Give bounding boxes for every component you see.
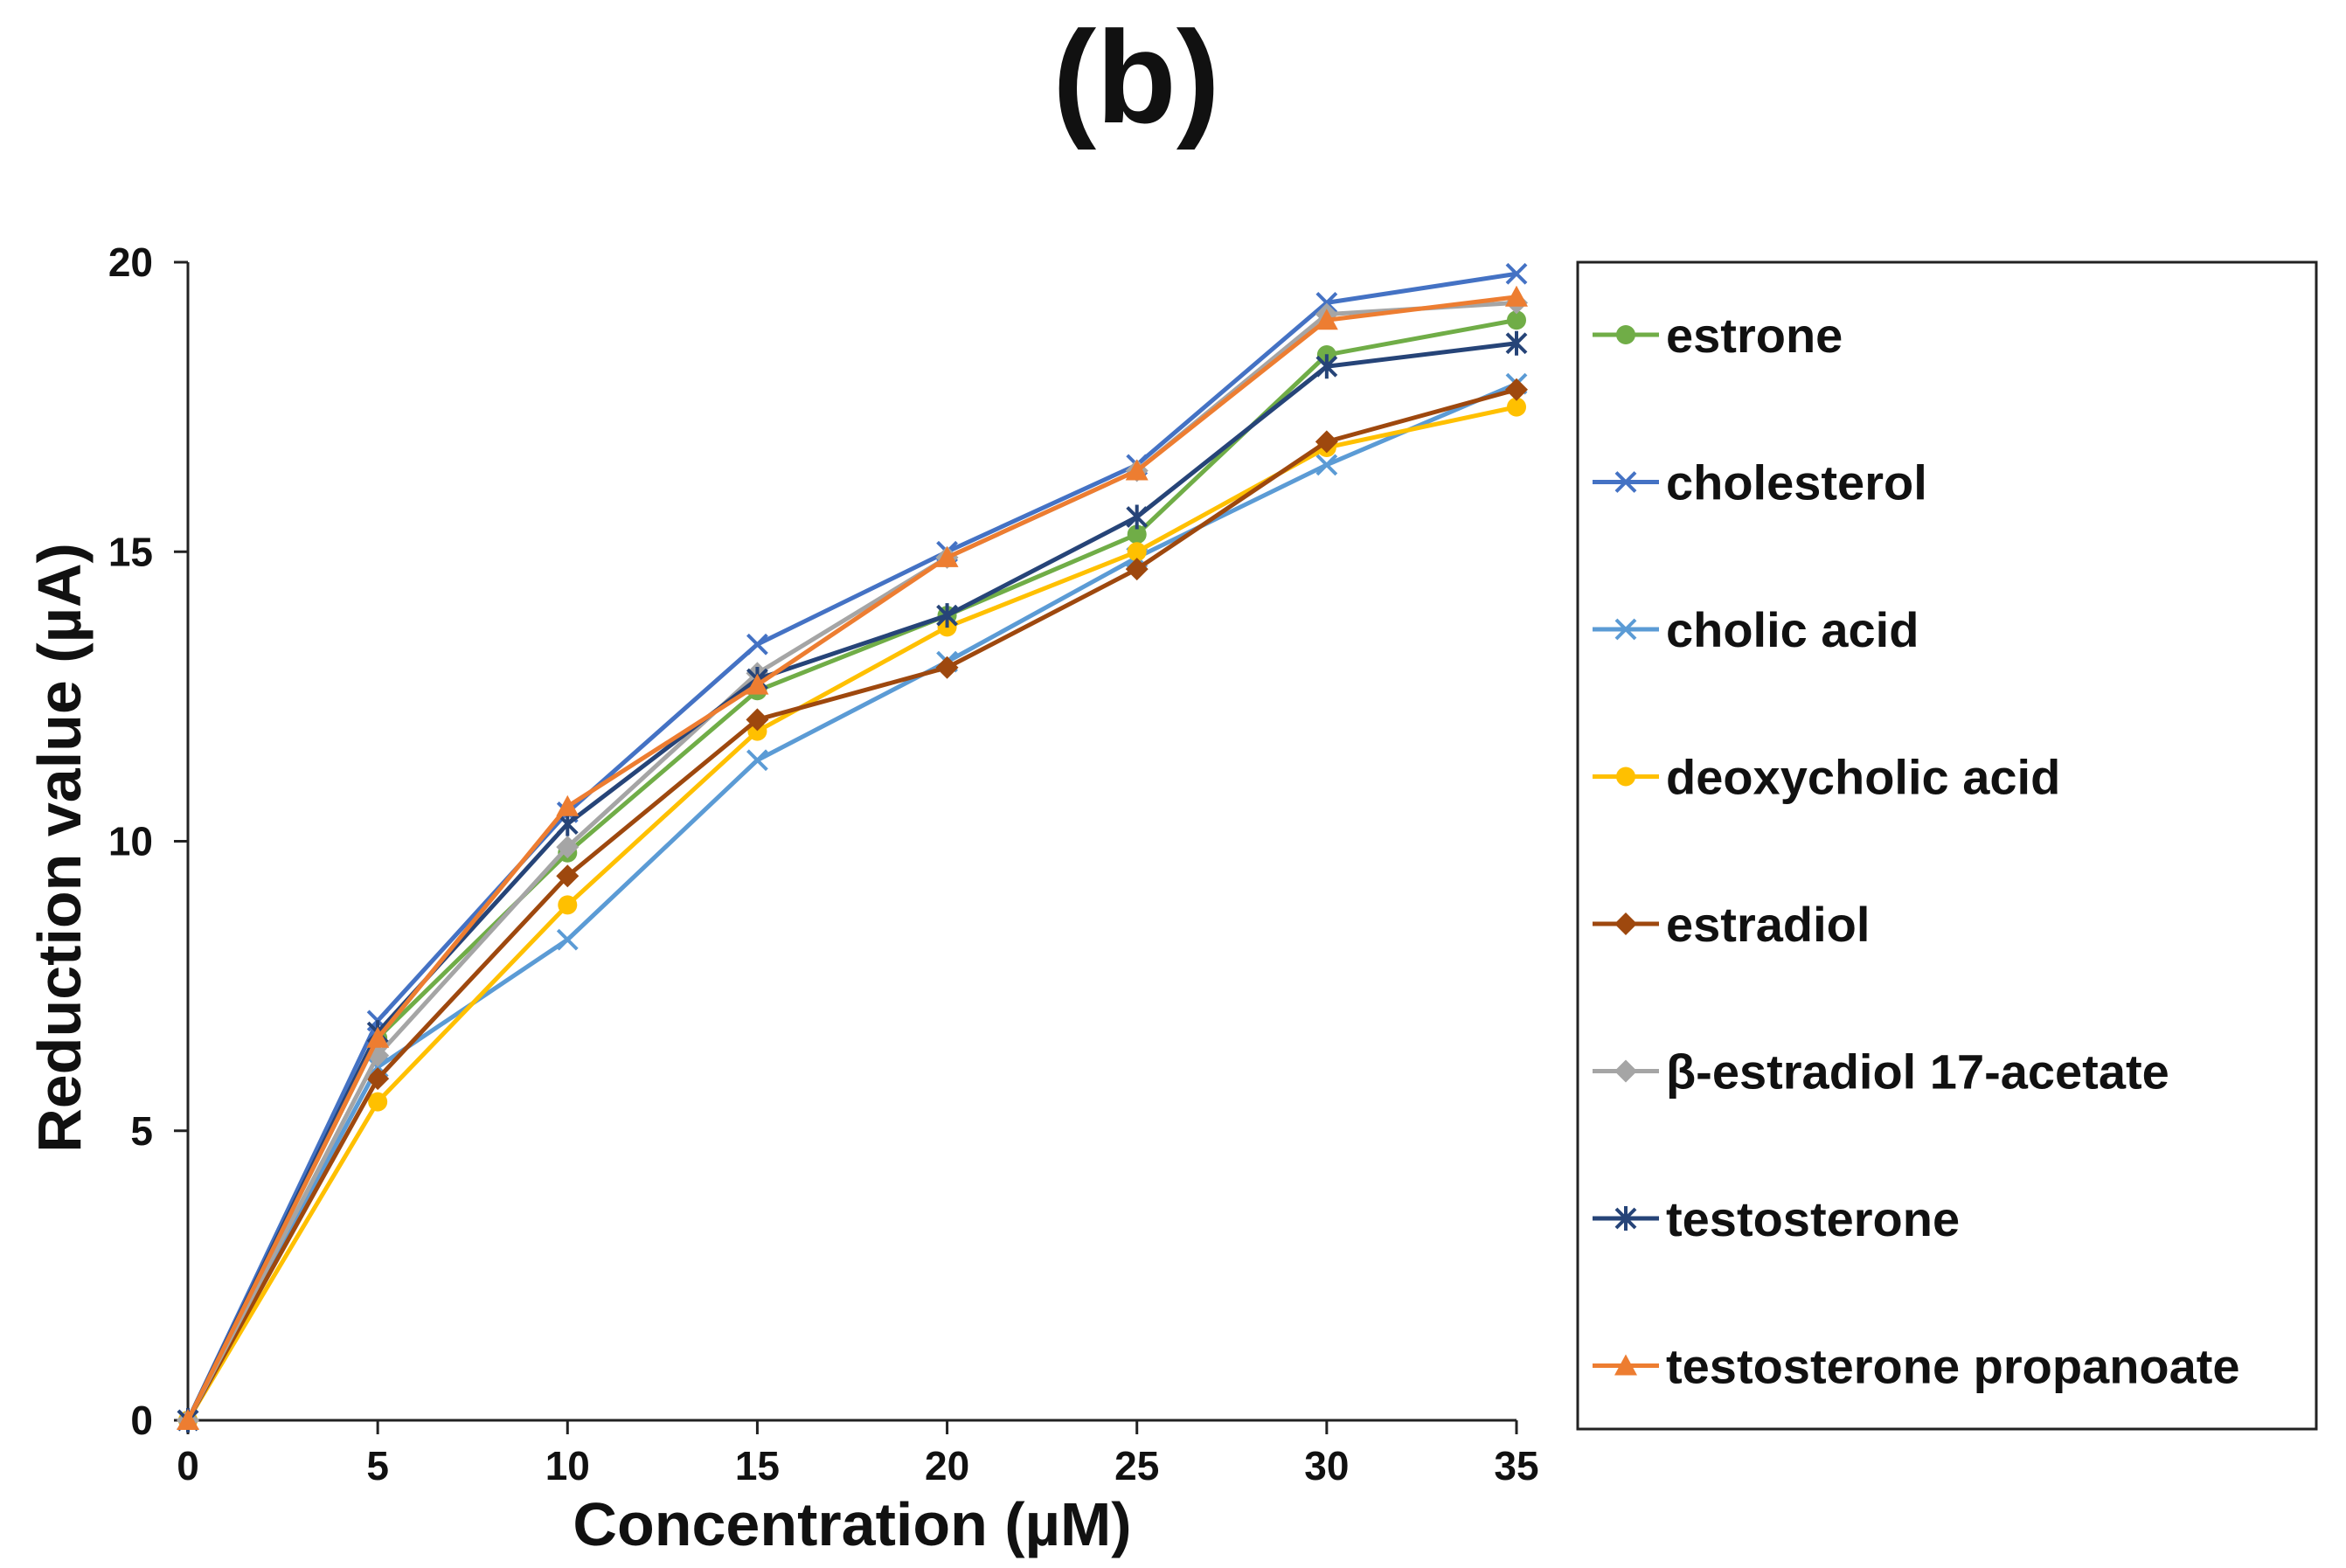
data-point-testosterone-propanoate [935, 545, 959, 567]
series-testosterone-propanoate [177, 285, 1528, 1430]
legend-item-cholesterol: cholesterol [1593, 455, 1927, 510]
legend-label-testosterone-propanoate: testosterone propanoate [1666, 1339, 2240, 1394]
chart-title: (b) [1052, 3, 1220, 150]
x-tick-label: 5 [366, 1443, 389, 1488]
data-point-estradiol [556, 864, 580, 888]
data-point-estrone [1507, 310, 1526, 330]
series-testosterone [177, 330, 1528, 1433]
data-point-estrone [1127, 524, 1147, 545]
legend-label-deoxycholic-acid: deoxycholic acid [1666, 750, 2060, 805]
legend-item-cholic-acid: cholic acid [1593, 602, 1919, 657]
legend-label-estrone: estrone [1666, 308, 1843, 363]
data-point-deoxycholic-acid [368, 1092, 388, 1112]
data-point-testosterone-propanoate [366, 1026, 390, 1048]
data-point-estradiol [366, 1067, 390, 1091]
legend-item-estradiol: estradiol [1593, 897, 1870, 952]
legend-marker-deoxycholic-acid [1616, 767, 1635, 787]
data-point-estradiol [935, 656, 959, 679]
series-estradiol [177, 378, 1528, 1432]
legend-label-estradiol: estradiol [1666, 897, 1870, 952]
y-axis-title: Reduction value (µA) [25, 543, 94, 1153]
legend-label-cholic-acid: cholic acid [1666, 602, 1919, 657]
legend-label-cholesterol: cholesterol [1666, 455, 1927, 510]
x-tick-label: 25 [1114, 1443, 1159, 1488]
data-point-testosterone [936, 603, 958, 628]
y-tick-label: 0 [130, 1398, 153, 1443]
data-point-cholic-acid [746, 749, 768, 772]
data-point-cholic-acid [556, 928, 579, 951]
y-tick-label: 15 [108, 529, 153, 574]
series-line-cholic-acid [185, 381, 1517, 1422]
data-point-estradiol [1125, 558, 1149, 581]
x-tick-label: 0 [177, 1443, 199, 1488]
data-point-testosterone [1315, 354, 1338, 379]
series-line-estrone [185, 317, 1517, 1422]
y-tick-label: 20 [108, 239, 153, 285]
x-tick-label: 30 [1304, 1443, 1349, 1488]
series-cholic-acid [177, 372, 1528, 1432]
legend-item-estrone: estrone [1593, 308, 1843, 363]
data-point-estradiol-17-acetate [556, 836, 580, 859]
legend-marker-cholic-acid [1614, 618, 1637, 641]
data-point-testosterone [1126, 504, 1149, 530]
data-point-deoxycholic-acid [558, 895, 578, 915]
legend-item-estradiol-17-acetate: β-estradiol 17-acetate [1593, 1044, 2169, 1100]
legend-box [1576, 260, 2318, 1431]
data-point-estradiol [746, 708, 769, 732]
data-point-deoxycholic-acid [1507, 397, 1526, 417]
legend-item-testosterone-propanoate: testosterone propanoate [1593, 1339, 2240, 1394]
legend-marker-testosterone-propanoate [1614, 1354, 1637, 1376]
data-point-cholesterol [746, 633, 768, 656]
series-line-deoxycholic-acid [185, 405, 1517, 1422]
y-tick-label: 5 [130, 1108, 153, 1154]
legend-label-testosterone: testosterone [1666, 1191, 1960, 1246]
series-line-testosterone-propanoate [185, 295, 1517, 1422]
data-point-testosterone-propanoate [1315, 309, 1338, 330]
legend-marker-cholesterol [1614, 471, 1637, 493]
legend-marker-estrone [1616, 325, 1635, 344]
series-line-testosterone [185, 341, 1517, 1422]
data-point-deoxycholic-acid [1127, 542, 1147, 562]
data-point-testosterone-propanoate [1125, 459, 1149, 481]
legend-marker-estradiol [1614, 912, 1637, 935]
series-line-estradiol-17-acetate [185, 300, 1517, 1422]
legend: estrone cholesterol cholic acid deoxycholic… [1576, 260, 2318, 1431]
data-point-testosterone-propanoate [1505, 285, 1528, 307]
legend-label-estradiol-17-acetate: β-estradiol 17-acetate [1666, 1044, 2169, 1100]
data-point-cholesterol [1505, 262, 1528, 285]
data-point-cholic-acid [1315, 454, 1338, 476]
data-point-estradiol [1505, 378, 1528, 401]
x-axis-title: Concentration (µM) [573, 1490, 1131, 1558]
data-point-testosterone-propanoate [556, 794, 580, 816]
data-point-testosterone-propanoate [746, 673, 769, 695]
x-tick-label: 35 [1494, 1443, 1538, 1488]
data-point-cholesterol [1315, 291, 1338, 314]
series-line-estradiol [185, 387, 1517, 1422]
series-line-cholesterol [185, 271, 1517, 1422]
series-deoxycholic-acid [178, 397, 1526, 1430]
data-point-estradiol [1315, 430, 1338, 454]
data-point-testosterone [1505, 330, 1528, 356]
x-tick-label: 10 [545, 1443, 590, 1488]
legend-item-deoxycholic-acid: deoxycholic acid [1593, 750, 2060, 805]
series-estrone [178, 310, 1526, 1430]
legend-marker-testosterone [1614, 1206, 1637, 1231]
axes: 0 5 10 15 20 0 5 10 15 20 25 30 35 [108, 239, 1539, 1488]
series-layer [177, 262, 1528, 1433]
legend-item-testosterone: testosterone [1593, 1191, 1960, 1246]
legend-marker-estradiol-17-acetate [1614, 1059, 1637, 1083]
y-tick-label: 10 [108, 819, 153, 864]
x-tick-label: 20 [925, 1443, 969, 1488]
x-tick-label: 15 [735, 1443, 780, 1488]
data-point-testosterone-propanoate [177, 1409, 199, 1430]
